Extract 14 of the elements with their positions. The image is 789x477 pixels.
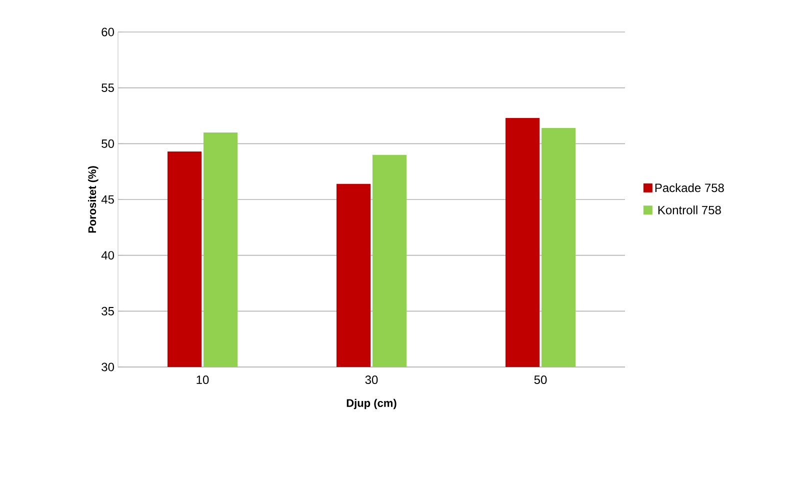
y-tick-label: 30 [102,362,114,372]
y-tick-label: 50 [102,139,114,148]
legend-label: Kontroll 758 [658,206,721,214]
x-tick-label: 30 [365,376,378,384]
y-tick-label: 60 [102,28,114,36]
x-tick-label: 50 [534,376,547,384]
y-tick-label: 55 [102,84,114,92]
y-axis-title: Porositet (%) [88,166,98,233]
y-tick-label: 45 [101,195,114,204]
y-tick-label: 40 [101,251,114,260]
x-axis-title: Djup (cm) [346,398,396,410]
x-tick-label: 10 [196,376,209,384]
legend-label: Packade 758 [655,183,724,192]
y-tick-label: 35 [102,306,114,316]
